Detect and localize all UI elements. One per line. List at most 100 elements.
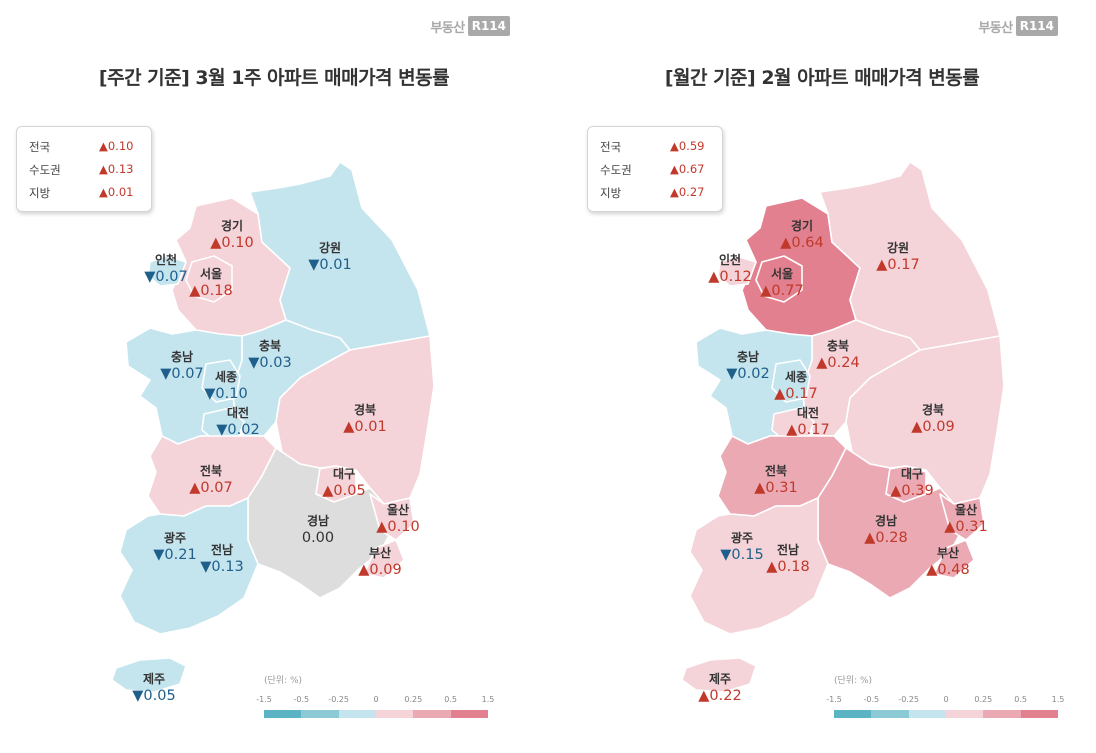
region-value-gyeongbuk: ▲0.01	[343, 419, 386, 435]
legend-tick: -0.25	[328, 695, 350, 704]
summary-row-capital: 수도권 ▲0.13	[29, 162, 134, 177]
region-value-busan: ▲0.09	[358, 562, 401, 578]
region-name-sejong: 세종	[215, 369, 237, 384]
region-name-jeonnam: 전남	[777, 542, 799, 557]
region-name-incheon: 인천	[155, 252, 177, 267]
region-value-jeonnam: ▼0.13	[200, 559, 243, 575]
region-name-ulsan: 울산	[387, 502, 409, 517]
region-value-jeonbuk: ▲0.07	[189, 480, 232, 496]
region-value-gangwon: ▼0.01	[308, 257, 351, 273]
region-labels: 경기 ▲0.10 인천 ▼0.07 서울 ▲0.18 강원 ▼0.01 충북 ▼0.03 충남 ▼0.…	[132, 218, 419, 704]
legend-tick: -0.5	[863, 695, 880, 704]
region-name-jeju: 제주	[143, 672, 165, 686]
region-value-chungbuk: ▼0.03	[248, 355, 291, 371]
legend-swatch	[450, 710, 488, 718]
region-value-gyeongnam: ▲0.28	[864, 530, 907, 546]
legend-swatch	[871, 710, 909, 718]
legend-swatch	[834, 710, 872, 718]
region-name-seoul: 서울	[200, 266, 222, 281]
region-value-chungnam: ▼0.02	[726, 366, 769, 382]
region-name-seoul: 서울	[771, 266, 793, 281]
summary-row-provinces: 지방 ▲0.27	[600, 185, 705, 200]
legend-tick: 0.5	[444, 695, 458, 704]
region-name-gyeongbuk: 경북	[354, 403, 376, 417]
region-name-ulsan: 울산	[955, 502, 977, 517]
legend-tick: 0	[943, 695, 949, 704]
summary-row-national: 전국 ▲0.59	[600, 139, 705, 154]
region-value-gyeonggi: ▲0.64	[780, 235, 823, 251]
region-value-gyeongbuk: ▲0.09	[911, 419, 954, 435]
legend-tick: 0.25	[404, 695, 423, 704]
region-name-jeonbuk: 전북	[200, 463, 222, 478]
legend-tick: -1.5	[256, 695, 272, 704]
region-value-daegu: ▲0.05	[322, 483, 365, 499]
legend-color-bar	[264, 710, 488, 718]
monthly-panel: 부동산 R114 [월간 기준] 2월 아파트 매매가격 변동률 전국 ▲0.5…	[548, 0, 1096, 753]
region-value-incheon: ▲0.12	[708, 269, 751, 285]
region-value-gwangju: ▼0.15	[720, 547, 763, 563]
legend-swatch	[908, 710, 946, 718]
legend-tick: 1.5	[481, 695, 495, 704]
region-name-gyeonggi: 경기	[791, 218, 813, 233]
region-name-gyeonggi: 경기	[221, 218, 243, 233]
region-value-chungnam: ▼0.07	[160, 366, 203, 382]
region-value-busan: ▲0.48	[926, 562, 969, 578]
legend-tick: 0.25	[974, 695, 993, 704]
region-value-daejeon: ▲0.17	[786, 422, 829, 438]
region-name-jeonbuk: 전북	[765, 463, 787, 478]
region-value-jeju: ▲0.22	[698, 688, 741, 704]
region-name-chungbuk: 충북	[827, 338, 849, 353]
region-value-jeju: ▼0.05	[132, 688, 175, 704]
region-name-chungnam: 충남	[171, 349, 193, 364]
region-value-chungbuk: ▲0.24	[816, 355, 859, 371]
legend-swatch	[338, 710, 376, 718]
region-value-seoul: ▲0.77	[760, 283, 803, 299]
legend-tick: 1.5	[1051, 695, 1065, 704]
region-name-gwangju: 광주	[731, 530, 753, 545]
legend-tick: -0.25	[898, 695, 920, 704]
summary-row-capital: 수도권 ▲0.67	[600, 162, 705, 177]
region-value-incheon: ▼0.07	[144, 269, 187, 285]
region-value-ulsan: ▲0.31	[944, 519, 987, 535]
monthly-legend: (단위: %) -1.5 -0.5 -0.25 0 0.25 0.5 1.5	[826, 673, 1064, 723]
region-name-daejeon: 대전	[797, 405, 819, 420]
monthly-summary-box: 전국 ▲0.59 수도권 ▲0.67 지방 ▲0.27	[587, 126, 723, 212]
weekly-summary-box: 전국 ▲0.10 수도권 ▲0.13 지방 ▲0.01	[16, 126, 152, 212]
region-name-jeonnam: 전남	[211, 542, 233, 557]
region-value-daejeon: ▼0.02	[216, 422, 259, 438]
legend-tick: 0.5	[1014, 695, 1028, 704]
region-name-chungnam: 충남	[737, 349, 759, 364]
region-name-incheon: 인천	[719, 252, 741, 267]
legend-unit: (단위: %)	[834, 676, 873, 686]
weekly-panel: 부동산 R114 [주간 기준] 3월 1주 아파트 매매가격 변동률 전국 ▲…	[16, 16, 510, 718]
region-name-gyeongbuk: 경북	[922, 403, 944, 417]
region-value-daegu: ▲0.39	[890, 483, 933, 499]
legend-swatch	[945, 710, 984, 718]
region-name-gwangju: 광주	[164, 530, 186, 545]
legend-tick: -1.5	[826, 695, 842, 704]
region-value-sejong: ▼0.10	[204, 386, 247, 402]
legend-swatch	[413, 710, 451, 718]
legend-tick: -0.5	[293, 695, 310, 704]
weekly-title: [주간 기준] 3월 1주 아파트 매매가격 변동률	[98, 67, 450, 89]
summary-row-provinces: 지방 ▲0.01	[29, 185, 134, 200]
region-name-daegu: 대구	[901, 467, 923, 481]
region-value-gyeongnam: 0.00	[302, 530, 334, 546]
region-name-sejong: 세종	[785, 369, 807, 384]
region-value-gangwon: ▲0.17	[876, 257, 919, 273]
region-labels: 경기 ▲0.64 인천 ▲0.12 서울 ▲0.77 강원 ▲0.17 충북 ▲0.24 충남 ▼0.…	[698, 218, 987, 704]
region-value-jeonnam: ▲0.18	[766, 559, 809, 575]
legend-swatch	[264, 710, 302, 718]
region-name-busan: 부산	[369, 545, 391, 560]
region-value-gwangju: ▼0.21	[153, 547, 196, 563]
region-value-gyeonggi: ▲0.10	[210, 235, 253, 251]
weekly-map: 경기 ▲0.10 인천 ▼0.07 서울 ▲0.18 강원 ▼0.01 충북 ▼0.03 충남 ▼0.…	[111, 161, 435, 704]
region-name-gyeongnam: 경남	[307, 513, 329, 528]
legend-ticks: -1.5 -0.5 -0.25 0 0.25 0.5 1.5	[826, 695, 1064, 707]
r114-logo: 부동산 R114	[978, 16, 1058, 36]
legend-swatch	[375, 710, 414, 718]
region-name-gangwon: 강원	[887, 241, 909, 255]
summary-row-national: 전국 ▲0.10	[29, 139, 134, 154]
legend-swatch	[301, 710, 339, 718]
monthly-map: 경기 ▲0.64 인천 ▲0.12 서울 ▲0.77 강원 ▲0.17 충북 ▲0.24 충남 ▼0.…	[681, 161, 1005, 704]
